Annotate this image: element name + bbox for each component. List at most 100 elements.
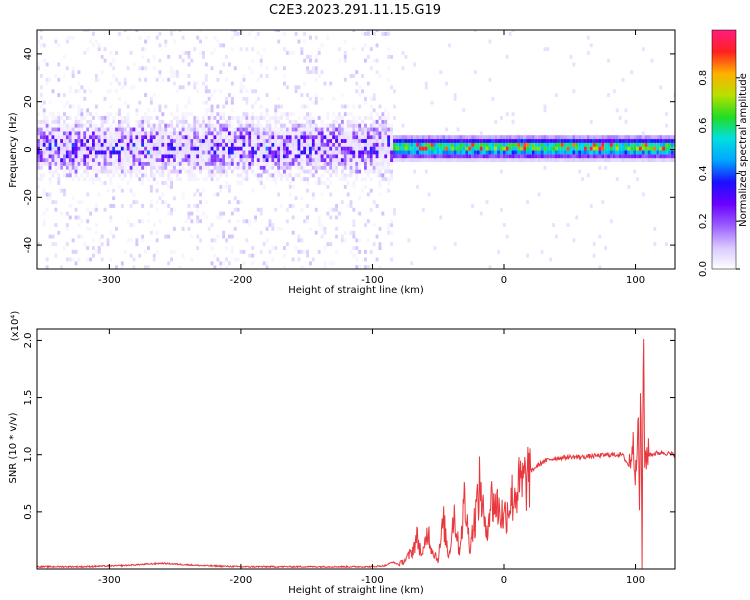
spectrogram-cell — [294, 158, 298, 162]
spectrogram-cell — [598, 154, 602, 159]
spectrogram-cell — [662, 150, 665, 155]
spectrogram-cell — [537, 139, 541, 143]
spectrogram-cell — [71, 165, 75, 170]
spectrogram-cell — [196, 142, 200, 147]
spectrogram-cell — [173, 135, 176, 140]
spectrogram-cell — [103, 119, 107, 124]
spectrogram-cell — [303, 39, 307, 44]
spectrogram-cell — [430, 139, 434, 143]
spectrogram-cell — [673, 139, 675, 143]
spectrogram-cell — [502, 135, 506, 140]
spectrogram-cell — [181, 253, 185, 258]
spectrogram-cell — [68, 135, 72, 140]
spectrogram-cell — [433, 154, 437, 159]
spectrogram-cell — [42, 135, 46, 140]
spectrogram-cell — [378, 169, 382, 174]
spectrogram-cell — [45, 265, 49, 269]
spectrogram-cell — [187, 62, 191, 67]
spectrogram-cell — [291, 184, 295, 189]
spectrogram-cell — [86, 119, 90, 124]
spectrogram-cell — [546, 142, 550, 147]
spectrogram-cell — [256, 77, 260, 82]
spectrogram-cell — [135, 135, 139, 140]
spectrogram-cell — [178, 85, 182, 90]
spectrogram-cell — [228, 116, 231, 120]
spectrogram-cell — [303, 81, 307, 86]
spectrogram-cell — [109, 204, 113, 208]
spectrogram-cell — [465, 154, 469, 159]
spectrogram-cell — [222, 158, 226, 162]
spectrogram-cell — [42, 150, 46, 155]
spectrogram-cell — [323, 181, 327, 185]
spectrogram-cell — [621, 135, 625, 140]
spectrogram-cell — [665, 112, 668, 117]
spectrogram-cell — [164, 142, 168, 147]
spectrogram-cell — [213, 131, 217, 136]
spectrogram-cell — [213, 139, 217, 143]
spectrogram-cell — [566, 150, 570, 155]
spectrogram-cell — [63, 123, 66, 128]
spectrogram-cell — [404, 135, 408, 140]
spectrogram-cell — [283, 81, 286, 86]
spectrogram-cell — [335, 139, 338, 143]
spectrogram-cell — [222, 261, 226, 266]
spectrogram-cell — [641, 142, 645, 147]
spectrogram-cell — [230, 246, 234, 250]
spectrogram-cell — [329, 127, 333, 132]
spectrogram-cell — [89, 211, 92, 216]
spectrogram-cell — [63, 188, 66, 193]
spectrogram-cell — [132, 154, 136, 159]
spectrogram-cell — [595, 135, 599, 140]
spectrogram-cell — [216, 119, 220, 124]
spectrogram-cell — [575, 139, 579, 143]
spectrogram-cell — [323, 265, 327, 269]
spectrogram-cell — [170, 30, 173, 32]
spectrogram-cell — [120, 154, 124, 159]
spectrogram-cell — [349, 161, 353, 166]
spectrogram-cell — [355, 146, 359, 151]
x-tick-label: 100 — [626, 275, 645, 286]
spectrogram-cell — [618, 146, 622, 151]
spectrogram-cell — [158, 169, 162, 174]
spectrogram-cell — [242, 158, 246, 162]
spectrogram-cell — [511, 150, 515, 155]
spectrogram-cell — [584, 150, 587, 155]
spectrogram-cell — [89, 146, 92, 151]
x-tick-label: -300 — [98, 575, 121, 586]
spectrogram-cell — [230, 249, 234, 254]
spectrogram-cell — [219, 169, 223, 174]
spectrogram-cell — [355, 70, 359, 75]
spectrogram-cell — [138, 100, 142, 105]
spectrogram-cell — [149, 142, 153, 147]
spectrogram-cell — [74, 146, 78, 151]
spectrogram-cell — [294, 146, 298, 151]
spectrogram-cell — [97, 158, 101, 162]
spectrogram-cell — [612, 142, 616, 147]
spectrogram-cell — [578, 135, 582, 140]
spectrogram-cell — [381, 165, 385, 170]
spectrogram-cell — [77, 139, 81, 143]
spectrogram-cell — [68, 161, 72, 166]
spectrogram-cell — [222, 161, 226, 166]
spectrogram-cell — [636, 139, 639, 143]
spectrogram-cell — [193, 81, 197, 86]
spectrogram-cell — [39, 161, 43, 166]
spectrogram-cell — [630, 135, 634, 140]
spectrogram-cell — [358, 249, 362, 254]
spectrogram-cell — [103, 150, 107, 155]
spectrogram-cell — [277, 146, 281, 151]
spectrogram-cell — [595, 150, 599, 155]
spectrogram-cell — [317, 135, 321, 140]
spectrogram-cell — [178, 165, 182, 170]
spectrogram-cell — [424, 154, 428, 159]
spectrogram-cell — [170, 161, 173, 166]
spectrogram-cell — [306, 135, 309, 140]
spectrogram-cell — [497, 154, 500, 159]
spectrogram-cell — [427, 142, 431, 147]
spectrogram-cell — [245, 161, 249, 166]
spectrogram-cell — [118, 154, 121, 159]
spectrogram-cell — [387, 47, 391, 52]
spectrogram-cell — [416, 184, 419, 189]
spectrogram-cell — [283, 169, 286, 174]
spectrogram-cell — [323, 123, 327, 128]
